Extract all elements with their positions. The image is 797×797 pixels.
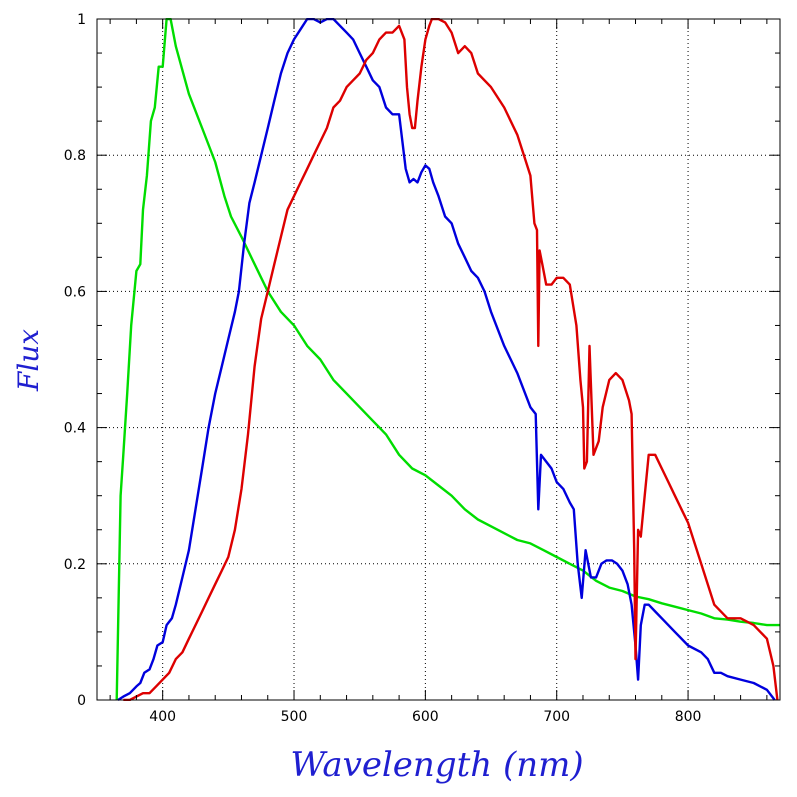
x-tick-label: 500: [281, 709, 308, 725]
x-axis-title: Wavelength (nm): [290, 745, 583, 785]
plot-background: [97, 19, 780, 700]
series-line-3: [123, 18, 779, 701]
tick-labels: 400 500 600 700 800 0 0.2 0.4 0.6 0.8 1: [64, 12, 702, 725]
y-tick-label: 0.6: [64, 284, 86, 300]
series-line-1: [115, 18, 780, 701]
y-tick-label: 0.4: [64, 421, 86, 437]
x-tick-label: 700: [543, 709, 570, 725]
grid: [97, 19, 780, 700]
x-tick-label: 800: [675, 709, 702, 725]
series-layer: [115, 18, 780, 701]
y-tick-label: 0.8: [64, 148, 86, 164]
y-tick-label: 1: [77, 12, 86, 28]
x-tick-label: 600: [412, 709, 439, 725]
x-tick-label: 400: [149, 709, 176, 725]
y-tick-label: 0.2: [64, 557, 86, 573]
ticks: [97, 18, 780, 701]
series-line-2: [117, 18, 776, 701]
y-axis-title: Flux: [12, 329, 45, 392]
y-tick-label: 0: [77, 693, 86, 709]
